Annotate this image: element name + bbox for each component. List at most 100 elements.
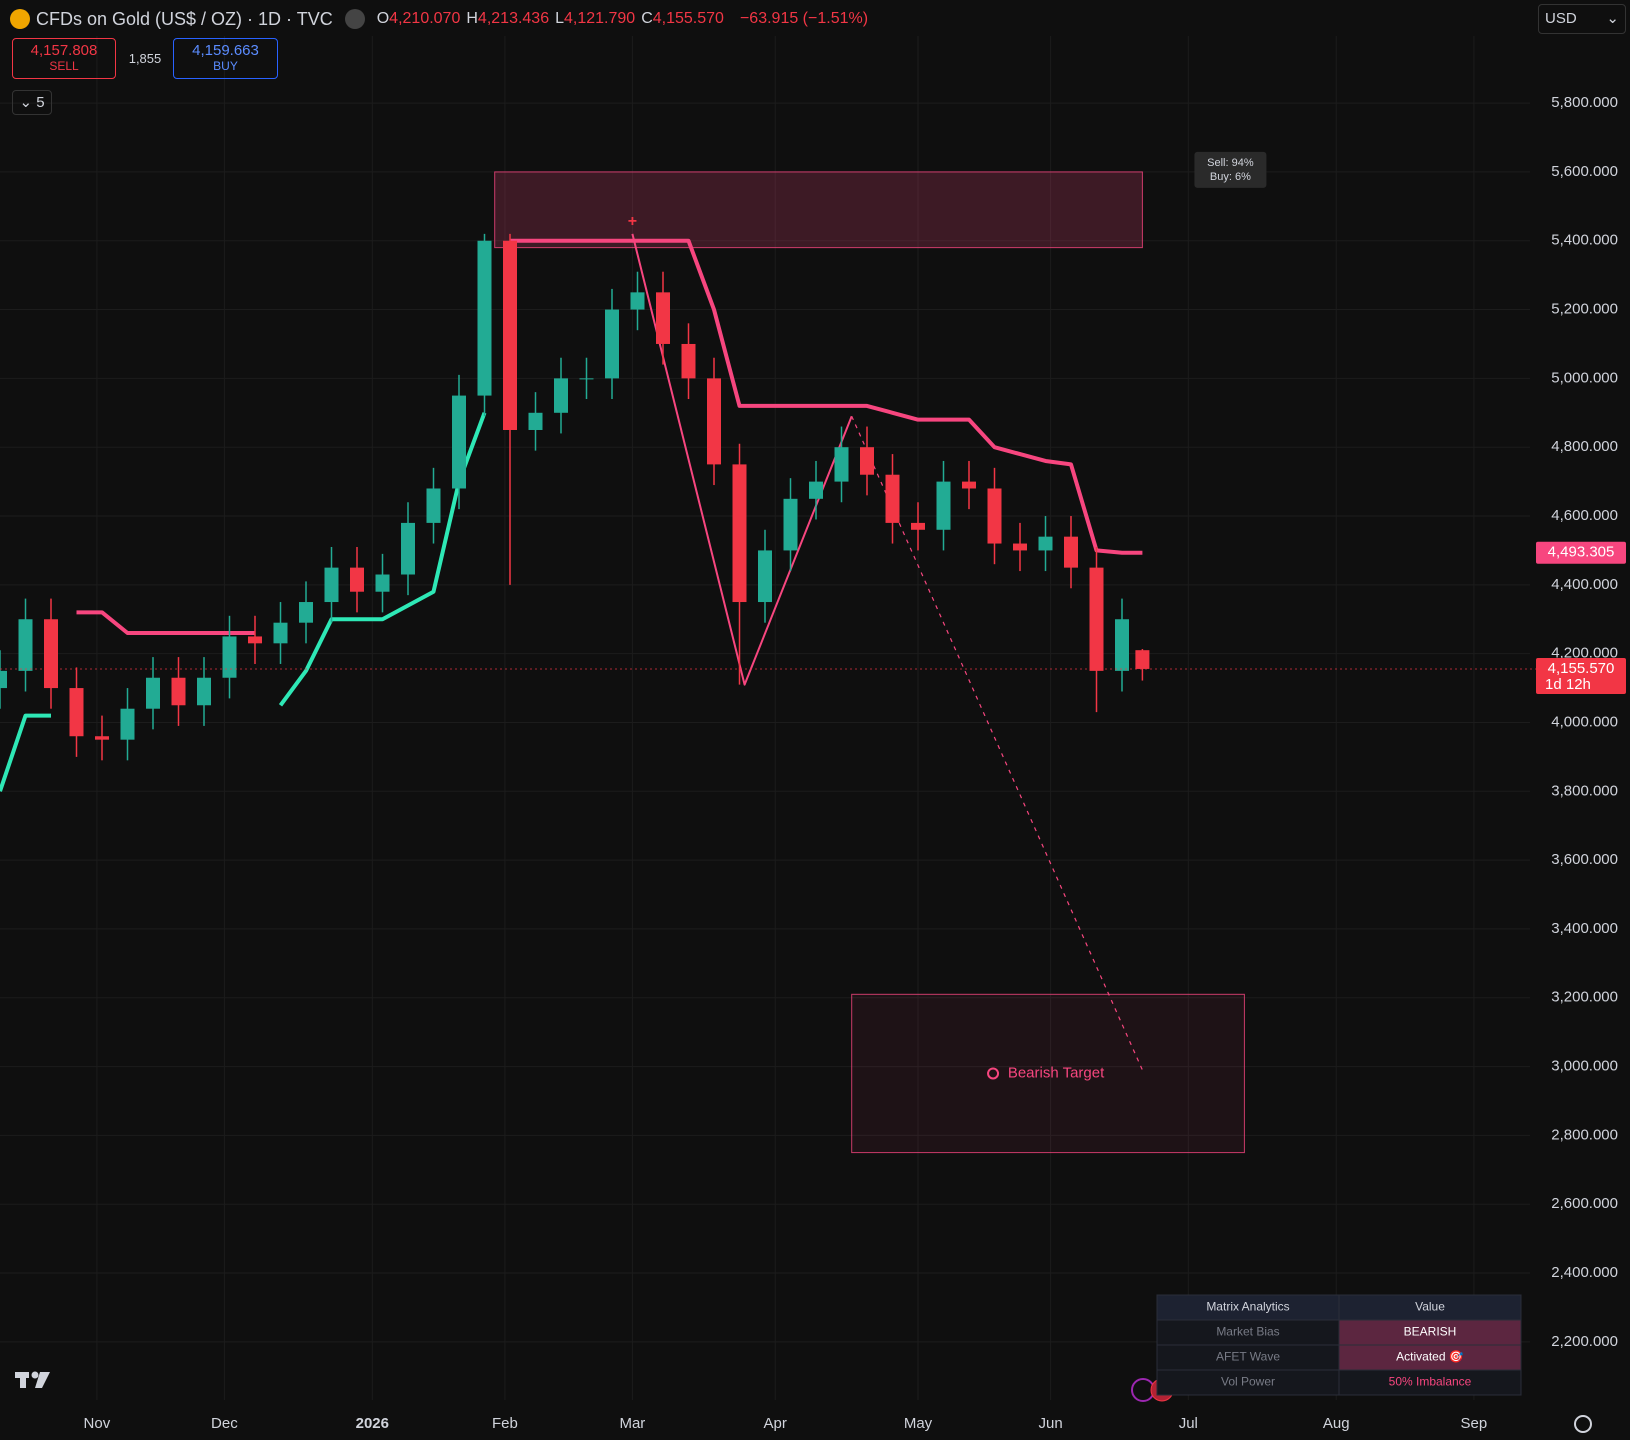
x-tick-label: 2026 [356,1415,389,1432]
candle-body [707,378,721,465]
candle-body [222,636,237,678]
header: CFDs on Gold (US$ / OZ) · 1D · TVC O4,21… [10,6,868,32]
y-tick-label: 2,600.000 [1551,1195,1618,1212]
candle-body [987,488,1002,544]
candle-body [503,240,517,430]
candle-body [758,550,772,603]
candle-body [350,567,364,592]
sell-label: SELL [49,59,79,73]
ohlc-key: O [376,10,390,27]
buy-label: BUY [213,59,238,73]
candle-body [375,574,390,592]
flag-icon[interactable] [1150,1378,1174,1402]
table-cell [1156,1369,1340,1396]
table-text: BEARISH [1404,1325,1457,1339]
table-cell [1156,1319,1340,1346]
ohlc-key: L [555,10,565,27]
currency-select[interactable]: USD ⌄ [1538,4,1626,34]
y-tick-label: 3,600.000 [1551,851,1618,868]
y-tick-label: 5,000.000 [1551,369,1618,386]
candle-body [1089,567,1104,671]
grid [0,36,1530,1400]
candle-body [44,619,58,689]
candle-body [936,481,951,530]
candle-body [911,522,925,530]
table-text: AFET Wave [1216,1350,1280,1364]
x-tick-label: Aug [1323,1415,1350,1432]
x-tick-label: Sep [1461,1415,1488,1432]
ohlc-value: 4,121.790 [564,10,636,27]
symbol[interactable]: CFDs on Gold (US$ / OZ) · 1D · TVC [36,8,333,29]
settings-icon[interactable] [1574,1415,1592,1433]
candle-body [0,670,7,689]
zone-label: Bearish Target [1008,1064,1105,1081]
candle-body [477,240,492,396]
target-icon [987,1067,1000,1080]
x-tick-label: May [904,1415,933,1432]
table-text: Value [1415,1300,1445,1314]
candle-body [273,622,288,644]
sell-price: 4,157.808 [30,42,98,59]
x-tick-label: Apr [764,1415,787,1432]
change: −63.915 (−1.51%) [739,10,869,27]
ohlc-value: 4,213.436 [477,10,550,27]
ohlc: O4,210.070 H4,213.436 L4,121.790 C4,155.570 [377,10,730,28]
candle-body [1013,543,1027,551]
pivot-marker: + [628,213,637,230]
ohlc-key: C [641,10,653,27]
hide-button[interactable] [344,9,365,29]
buy-button[interactable]: 4,159.663 BUY [173,38,278,79]
tooltip-text: Sell: 94% [1207,157,1254,169]
projection-line [851,415,1143,1071]
y-tick-label: 3,200.000 [1551,989,1618,1006]
y-tick-label: 5,800.000 [1551,94,1618,111]
y-tick-label: 4,000.000 [1551,713,1618,730]
price-tag [1536,541,1626,564]
ohlc-key: H [466,10,478,27]
zigzag-line [631,233,853,686]
x-tick-label: Jun [1039,1415,1063,1432]
candle-body [18,619,33,671]
table-cell [1338,1369,1522,1396]
candle-body [95,736,109,740]
y-tick-label: 4,400.000 [1551,576,1618,593]
tv-logo [15,1371,50,1388]
y-tick-label: 3,800.000 [1551,782,1618,799]
y-tick-label: 2,800.000 [1551,1126,1618,1143]
candle-body [579,378,594,380]
candle-body [69,688,84,737]
sell-button[interactable]: 4,157.808 SELL [12,38,116,79]
y-tick-label: 2,200.000 [1551,1333,1618,1350]
table-text: Vol Power [1221,1375,1275,1389]
price-tag-label: 4,493.305 [1548,544,1615,561]
price-countdown: 1d 12h [1545,676,1591,693]
flash-icon[interactable] [1131,1378,1155,1402]
zone [851,993,1245,1154]
x-tick-label: Jul [1179,1415,1198,1432]
symbol-icon [10,9,30,29]
ohlc-value: 4,210.070 [389,10,461,27]
indicator-toggle[interactable]: ⌄ 5 [12,90,52,115]
price-tag-label: 4,155.570 [1548,660,1615,677]
candle-body [1038,536,1053,551]
y-tick-label: 5,200.000 [1551,301,1618,318]
buy-price: 4,159.663 [192,42,259,59]
candle-body [197,677,211,706]
y-tick-label: 4,800.000 [1551,438,1618,455]
currency: USD [1545,10,1577,27]
table-cell [1338,1294,1522,1321]
zone [494,171,1143,249]
candle-body [146,677,160,709]
y-tick-label: 3,400.000 [1551,920,1618,937]
candle-body [324,567,339,603]
y-tick-label: 4,200.000 [1551,645,1618,662]
candle-body [1135,650,1150,669]
candle-body [452,395,466,489]
x-tick-label: Nov [84,1415,111,1432]
table-cell [1156,1294,1340,1321]
candle-body [656,292,670,344]
candle-body [554,378,568,413]
candle-body [426,488,441,523]
